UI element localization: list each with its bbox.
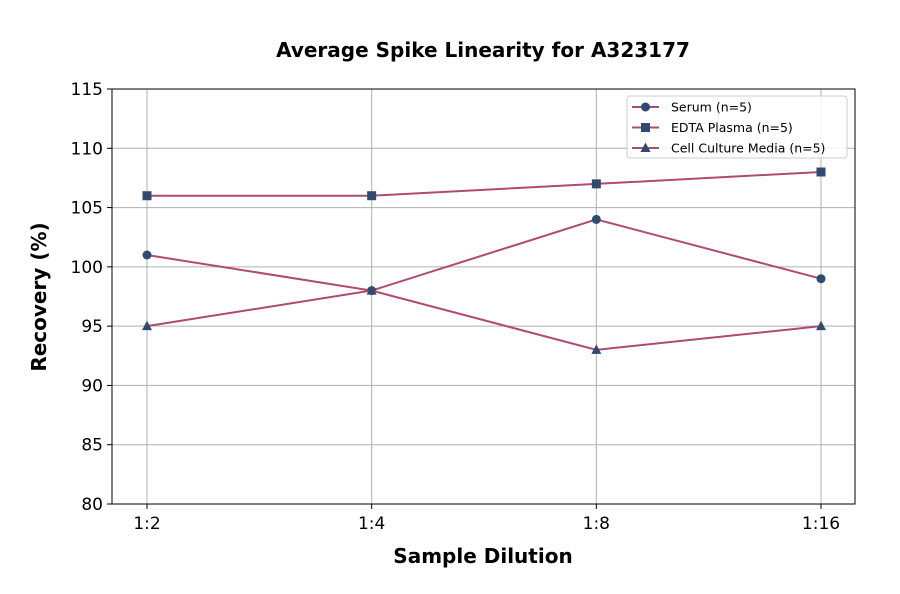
legend: Serum (n=5) EDTA Plasma (n=5) Cell Culture…: [626, 95, 848, 159]
y-tick-label: 105: [71, 199, 103, 219]
data-point: [816, 320, 826, 331]
legend-marker: [641, 123, 650, 132]
x-tick-label: 1:8: [583, 514, 610, 534]
data-point: [142, 191, 152, 201]
x-axis-label: Sample Dilution: [393, 544, 572, 568]
y-tick-label: 85: [81, 436, 103, 456]
data-point: [591, 344, 602, 354]
series-line: [147, 171, 822, 197]
series-line: [146, 218, 822, 292]
x-tick-label: 1:4: [358, 514, 385, 534]
data-point: [591, 179, 601, 189]
legend-marker: [640, 142, 651, 152]
series-circle: [142, 214, 826, 296]
data-point: [816, 274, 826, 284]
data-point: [591, 214, 601, 224]
series-triangle: [142, 285, 826, 354]
data-point: [816, 167, 826, 177]
legend-marker: [641, 102, 650, 112]
data-point: [366, 285, 377, 295]
legend-label: Serum (n=5): [671, 100, 752, 115]
plot-area: [111, 88, 856, 505]
data-point: [142, 250, 152, 260]
series-line: [146, 289, 822, 351]
y-tick-label: 95: [81, 317, 103, 337]
x-tick-label: 1:2: [133, 514, 160, 534]
y-tick-label: 90: [81, 376, 103, 396]
data-point: [367, 191, 377, 201]
series-square: [142, 167, 826, 201]
data-point: [142, 320, 152, 331]
y-tick-label: 80: [81, 495, 103, 515]
chart-title: Average Spike Linearity for A323177: [276, 38, 690, 62]
legend-label: EDTA Plasma (n=5): [671, 120, 793, 135]
y-axis-label: Recovery (%): [27, 222, 51, 371]
y-tick-label: 100: [71, 258, 103, 278]
legend-label: Cell Culture Media (n=5): [671, 141, 825, 156]
y-tick-label: 115: [71, 80, 103, 100]
y-tick-label: 110: [71, 139, 103, 159]
x-tick-label: 1:16: [802, 514, 840, 534]
legend-frame: [626, 95, 848, 159]
